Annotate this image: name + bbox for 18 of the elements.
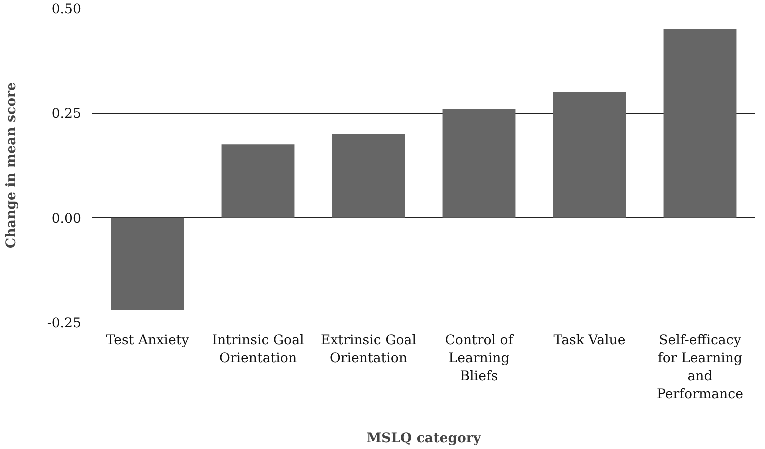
x-axis-title: MSLQ category [366,430,482,446]
bar [111,218,184,310]
x-tick-label: Extrinsic Goal Orientation [321,334,417,366]
bar [442,108,516,218]
y-axis-title: Change in mean score [3,82,20,249]
y-tick-label: -0.25 [47,316,82,332]
bar [553,92,626,218]
x-tick-label: Test Anxiety [106,334,190,348]
y-tick-label: 0.50 [52,2,82,18]
bar [332,134,406,218]
x-tick-label: Task Value [554,334,626,348]
x-tick-label: Control of Learning Bliefs [445,334,514,384]
y-tick-label: 0.00 [52,212,82,227]
bar [664,29,737,218]
y-tick-label: 0.25 [52,107,82,122]
x-tick-label: Intrinsic Goal Orientation [212,334,304,366]
bar [222,144,295,218]
x-tick-label: Self-efficacy for Learning and Performance [657,334,744,402]
